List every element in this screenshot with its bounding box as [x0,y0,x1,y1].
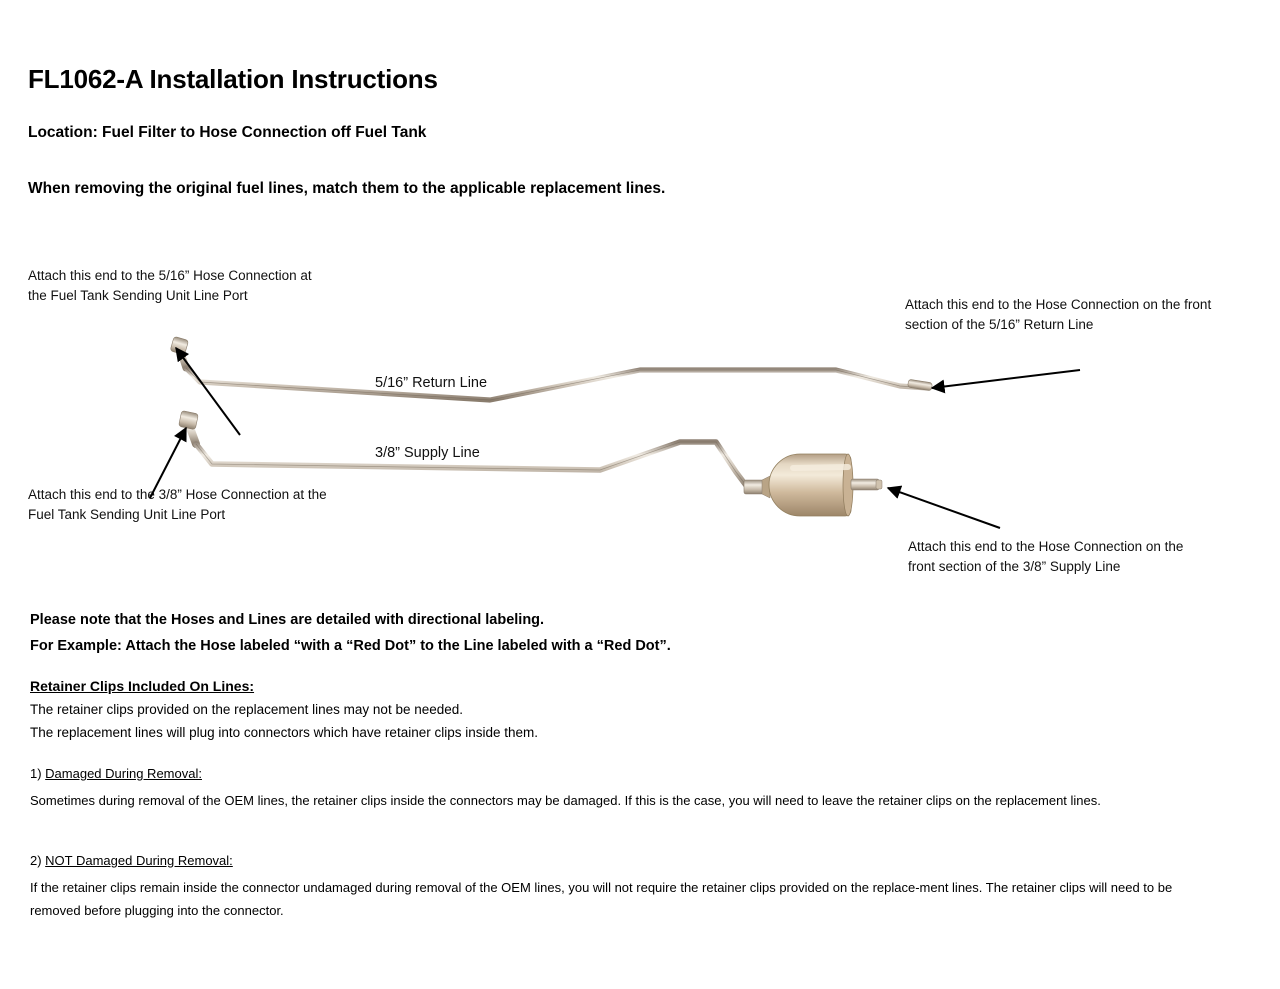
supply-line-tube [178,410,751,491]
supply-line-left-fitting [178,410,199,430]
item-2-body: If the retainer clips remain inside the … [30,880,1173,918]
filter-inlet-collar [761,475,771,499]
return-line-tube [170,336,933,403]
callout-bottom-left: Attach this end to the 3/8” Hose Connect… [28,487,327,522]
return-line-label: 5/16” Return Line [375,375,487,391]
diagram-graphics: 5/16” Return Line 3/8” Supply Line [149,336,1081,529]
match-instruction: When removing the original fuel lines, m… [28,180,666,197]
supply-line-label: 3/8” Supply Line [375,445,480,461]
item-1-body: Sometimes during removal of the OEM line… [30,793,1101,808]
filter-highlight [790,464,851,471]
filter-outlet-tip [875,479,883,490]
filter-outlet-spigot [850,478,880,491]
retainer-clips-heading: Retainer Clips Included On Lines: [30,678,255,694]
item-1-heading: 1) Damaged During Removal: [30,766,202,781]
item-1-number: 1) [30,766,46,781]
callout-top-left: Attach this end to the 5/16” Hose Connec… [28,268,312,303]
item-2-heading: 2) NOT Damaged During Removal: [30,853,233,868]
callout-top-right: Attach this end to the Hose Connection o… [905,297,1212,332]
item-2-title: NOT Damaged During Removal: [45,853,233,868]
location-line: Location: Fuel Filter to Hose Connection… [28,124,427,141]
page-title: FL1062-A Installation Instructions [28,64,438,94]
item-1-title: Damaged During Removal: [45,766,202,781]
filter-inlet-nut [743,479,765,495]
fuel-filter-canister [743,453,883,517]
fuel-line-diagram: Attach this end to the 5/16” Hose Connec… [0,240,1280,610]
retainer-clips-body-1: The retainer clips provided on the repla… [30,702,464,717]
retainer-clips-body-2: The replacement lines will plug into con… [30,725,539,740]
arrow-top-left [175,346,241,436]
filter-body [768,453,852,517]
directional-labeling-note: Please note that the Hoses and Lines are… [30,612,545,628]
callout-bottom-right: Attach this end to the Hose Connection o… [908,539,1184,574]
arrow-top-right [930,369,1081,394]
arrow-bottom-left [149,426,187,499]
item-2-number: 2) [30,853,46,868]
red-dot-example-note: For Example: Attach the Hose labeled “wi… [30,638,671,654]
arrow-bottom-right [886,485,1001,529]
